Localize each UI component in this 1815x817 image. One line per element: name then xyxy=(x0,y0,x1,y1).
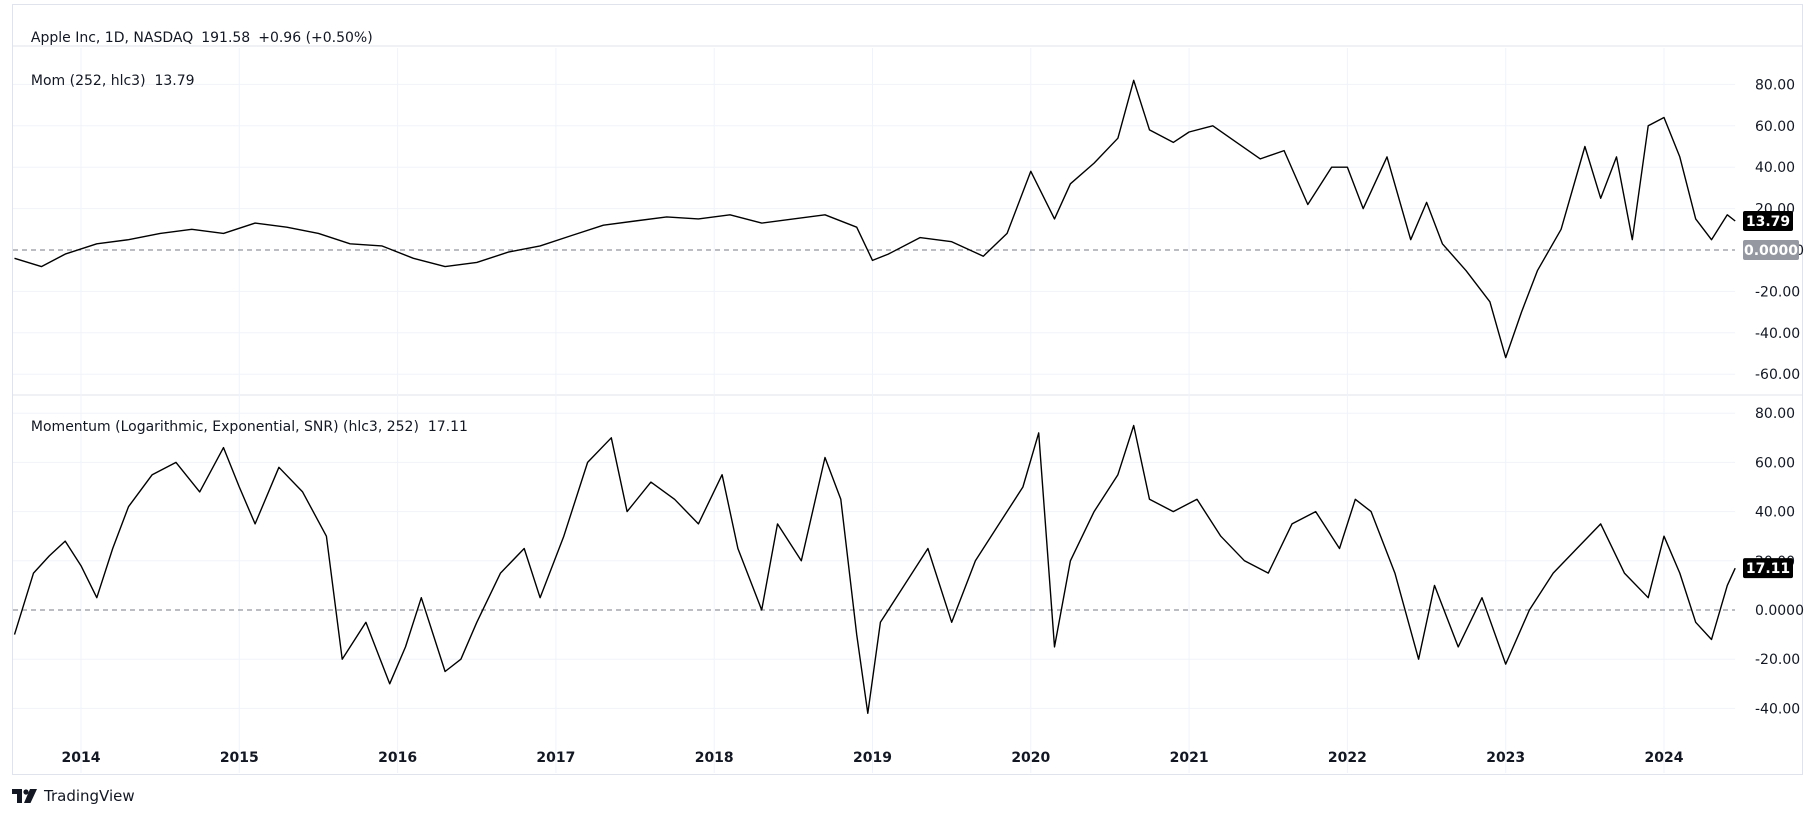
chart-canvas[interactable]: 80.0060.0040.0020.000.0000-20.00-40.00-6… xyxy=(0,0,1815,790)
x-tick-label: 2022 xyxy=(1328,750,1367,766)
y-tick-label: 0.0000 xyxy=(1755,603,1804,619)
zero-badge-text: 0.0000 xyxy=(1744,243,1798,259)
symbol-name: Apple Inc, 1D, NASDAQ xyxy=(30,30,194,46)
y-tick-label: 60.00 xyxy=(1755,119,1795,135)
series-line[interactable] xyxy=(13,424,1736,714)
x-tick-label: 2015 xyxy=(220,750,259,766)
x-tick-label: 2021 xyxy=(1170,750,1209,766)
y-tick-label: 80.00 xyxy=(1755,406,1795,422)
y-tick-label: 40.00 xyxy=(1755,160,1795,176)
last-value-text: 13.79 xyxy=(1746,214,1790,230)
y-tick-label: -40.00 xyxy=(1755,326,1800,342)
mom-legend-title: Mom (252, hlc3) xyxy=(30,73,146,89)
tradingview-logo-icon xyxy=(12,789,37,803)
tradingview-brand[interactable]: TradingView xyxy=(12,787,135,805)
y-tick-label: 40.00 xyxy=(1755,505,1795,521)
logmom-legend-value: 17.11 xyxy=(427,419,468,435)
y-tick-label: 80.00 xyxy=(1755,77,1795,93)
x-tick-label: 2024 xyxy=(1645,750,1684,766)
symbol-price: 191.58 xyxy=(201,30,251,46)
symbol-change: +0.96 (+0.50%) xyxy=(258,30,373,46)
x-tick-label: 2018 xyxy=(695,750,734,766)
x-tick-label: 2019 xyxy=(853,750,892,766)
y-tick-label: -20.00 xyxy=(1755,652,1800,668)
y-tick-label: -60.00 xyxy=(1755,367,1800,383)
series-line[interactable] xyxy=(14,79,1736,359)
y-tick-label: -20.00 xyxy=(1755,284,1800,300)
x-tick-label: 2016 xyxy=(378,750,417,766)
mom-legend-value: 13.79 xyxy=(154,73,195,89)
chart-frame xyxy=(12,4,1803,775)
logmom-legend[interactable]: Momentum (Logarithmic, Exponential, SNR)… xyxy=(22,403,468,435)
last-value-text: 17.11 xyxy=(1746,561,1790,577)
symbol-legend: Apple Inc, 1D, NASDAQ 191.58 +0.96 (+0.50%… xyxy=(22,14,381,46)
brand-label: TradingView xyxy=(44,787,135,805)
x-tick-label: 2014 xyxy=(62,750,101,766)
last-value-badge xyxy=(1743,211,1793,232)
y-tick-label: 60.00 xyxy=(1755,455,1795,471)
x-tick-label: 2020 xyxy=(1011,750,1050,766)
mom-legend[interactable]: Mom (252, hlc3) 13.79 xyxy=(22,57,195,89)
zero-badge xyxy=(1743,240,1799,260)
x-tick-label: 2023 xyxy=(1486,750,1525,766)
logmom-legend-title: Momentum (Logarithmic, Exponential, SNR)… xyxy=(30,419,419,435)
y-tick-label: -40.00 xyxy=(1755,701,1800,717)
last-value-badge xyxy=(1743,558,1793,579)
x-tick-label: 2017 xyxy=(536,750,575,766)
